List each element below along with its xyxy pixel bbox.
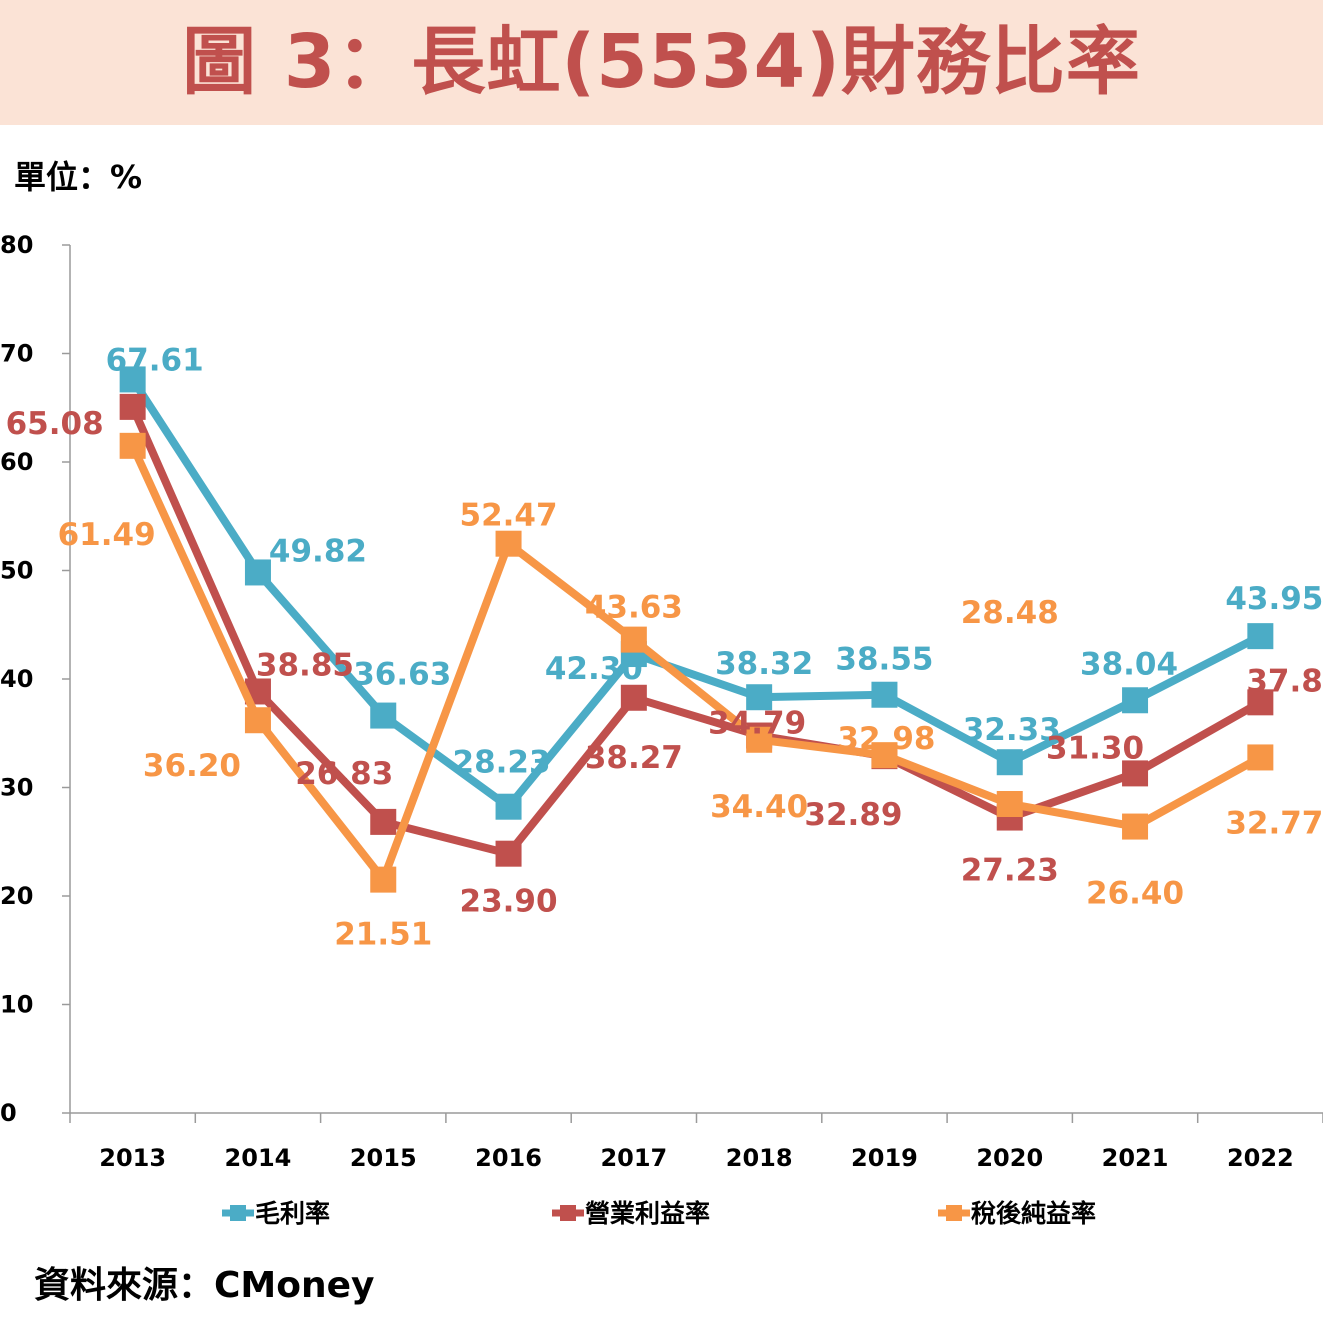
chart-title: 圖 3：長虹(5534)財務比率 <box>182 19 1141 105</box>
data-label: 27.23 <box>961 853 1059 889</box>
x-tick-label: 2015 <box>350 1144 417 1172</box>
y-tick-label: 50 <box>0 557 33 585</box>
data-label: 34.79 <box>708 706 806 742</box>
data-point <box>495 840 522 867</box>
x-tick-label: 2017 <box>600 1144 667 1172</box>
data-point <box>1122 813 1149 840</box>
data-point <box>871 742 898 769</box>
data-label: 28.48 <box>961 595 1059 631</box>
legend-label: 稅後純益率 <box>971 1199 1096 1228</box>
series-line <box>128 405 1263 858</box>
x-tick-label: 2020 <box>976 1144 1043 1172</box>
data-point <box>370 808 397 835</box>
data-label: 36.63 <box>353 657 451 693</box>
legend: 毛利率 營業利益率 稅後純益率 <box>222 1199 1096 1228</box>
x-tick-label: 2018 <box>726 1144 793 1172</box>
data-label: 65.08 <box>6 406 104 442</box>
data-labels-layer: 67.61 49.82 36.63 28.23 42.30 38.32 38.55 32.33… <box>6 342 1323 952</box>
y-tick-label: 0 <box>0 1099 17 1127</box>
series-layer <box>119 366 1274 893</box>
data-point <box>495 793 522 820</box>
legend-item: 毛利率 <box>222 1199 330 1228</box>
data-label: 31.30 <box>1046 730 1144 766</box>
data-label: 42.30 <box>545 651 643 687</box>
data-label: 38.27 <box>585 740 683 776</box>
legend-swatch-marker <box>560 1205 576 1221</box>
y-tick-label: 80 <box>0 231 33 259</box>
data-label: 34.40 <box>710 789 808 825</box>
data-label: 26.40 <box>1086 876 1184 912</box>
data-label: 32.89 <box>804 797 902 833</box>
legend-item: 稅後純益率 <box>938 1199 1096 1228</box>
legend-label: 毛利率 <box>255 1199 330 1228</box>
data-point <box>119 432 146 459</box>
data-point <box>244 559 271 586</box>
data-label: 21.51 <box>334 917 432 953</box>
x-tick-label: 2022 <box>1227 1144 1294 1172</box>
data-label: 38.85 <box>256 647 354 683</box>
data-label: 38.55 <box>835 642 933 678</box>
y-tick-label: 30 <box>0 774 33 802</box>
data-point <box>119 393 146 420</box>
y-tick-label: 20 <box>0 882 33 910</box>
title-banner <box>0 0 1323 125</box>
data-point <box>244 707 271 734</box>
source-label: 資料來源：CMoney <box>34 1265 375 1306</box>
data-point <box>746 726 773 753</box>
data-point <box>495 530 522 557</box>
data-point <box>1247 689 1274 716</box>
data-label: 32.33 <box>963 712 1061 748</box>
legend-swatch-marker <box>946 1205 962 1221</box>
legend-label: 營業利益率 <box>585 1199 710 1228</box>
data-point <box>996 749 1023 776</box>
data-point <box>370 866 397 893</box>
data-label: 43.63 <box>585 590 683 626</box>
x-tick-label: 2013 <box>99 1144 166 1172</box>
x-tick-label: 2021 <box>1102 1144 1169 1172</box>
chart-axes: 0 10 20 30 40 50 60 70 80 2013 2014 2015 2016 2017 201… <box>0 231 1323 1172</box>
unit-label: 單位：% <box>14 158 143 196</box>
y-tick-label: 70 <box>0 340 33 368</box>
legend-swatch-marker <box>230 1205 246 1221</box>
series-line <box>129 444 1263 884</box>
series-0 <box>119 366 1274 820</box>
data-label: 32.98 <box>837 721 935 757</box>
data-label: 67.61 <box>106 342 204 378</box>
data-label: 38.32 <box>715 646 813 682</box>
data-point <box>119 366 146 393</box>
series-1 <box>119 393 1274 867</box>
data-label: 23.90 <box>460 884 558 920</box>
data-label: 36.20 <box>143 748 241 784</box>
data-label: 61.49 <box>58 517 156 553</box>
series-2 <box>119 432 1274 893</box>
data-point <box>620 684 647 711</box>
data-point <box>871 681 898 708</box>
x-tick-label: 2016 <box>475 1144 542 1172</box>
data-label: 49.82 <box>269 533 367 569</box>
x-tick-label: 2019 <box>851 1144 918 1172</box>
data-label: 52.47 <box>460 498 558 534</box>
data-label: 37.85 <box>1246 663 1323 699</box>
data-point <box>1247 744 1274 771</box>
data-point <box>1122 687 1149 714</box>
data-point <box>746 684 773 711</box>
data-label: 32.77 <box>1225 805 1323 841</box>
data-point <box>1247 623 1274 650</box>
data-point <box>996 790 1023 817</box>
data-label: 38.04 <box>1080 646 1178 682</box>
y-tick-label: 40 <box>0 665 33 693</box>
data-label: 26.83 <box>295 756 393 792</box>
x-tick-label: 2014 <box>225 1144 292 1172</box>
data-point <box>620 626 647 653</box>
y-tick-label: 60 <box>0 448 33 476</box>
data-label: 43.95 <box>1225 581 1323 617</box>
data-point <box>370 702 397 729</box>
y-tick-label: 10 <box>0 991 33 1019</box>
data-label: 28.23 <box>453 745 551 781</box>
data-point <box>1122 760 1149 787</box>
series-line <box>129 377 1263 811</box>
legend-item: 營業利益率 <box>552 1199 710 1228</box>
